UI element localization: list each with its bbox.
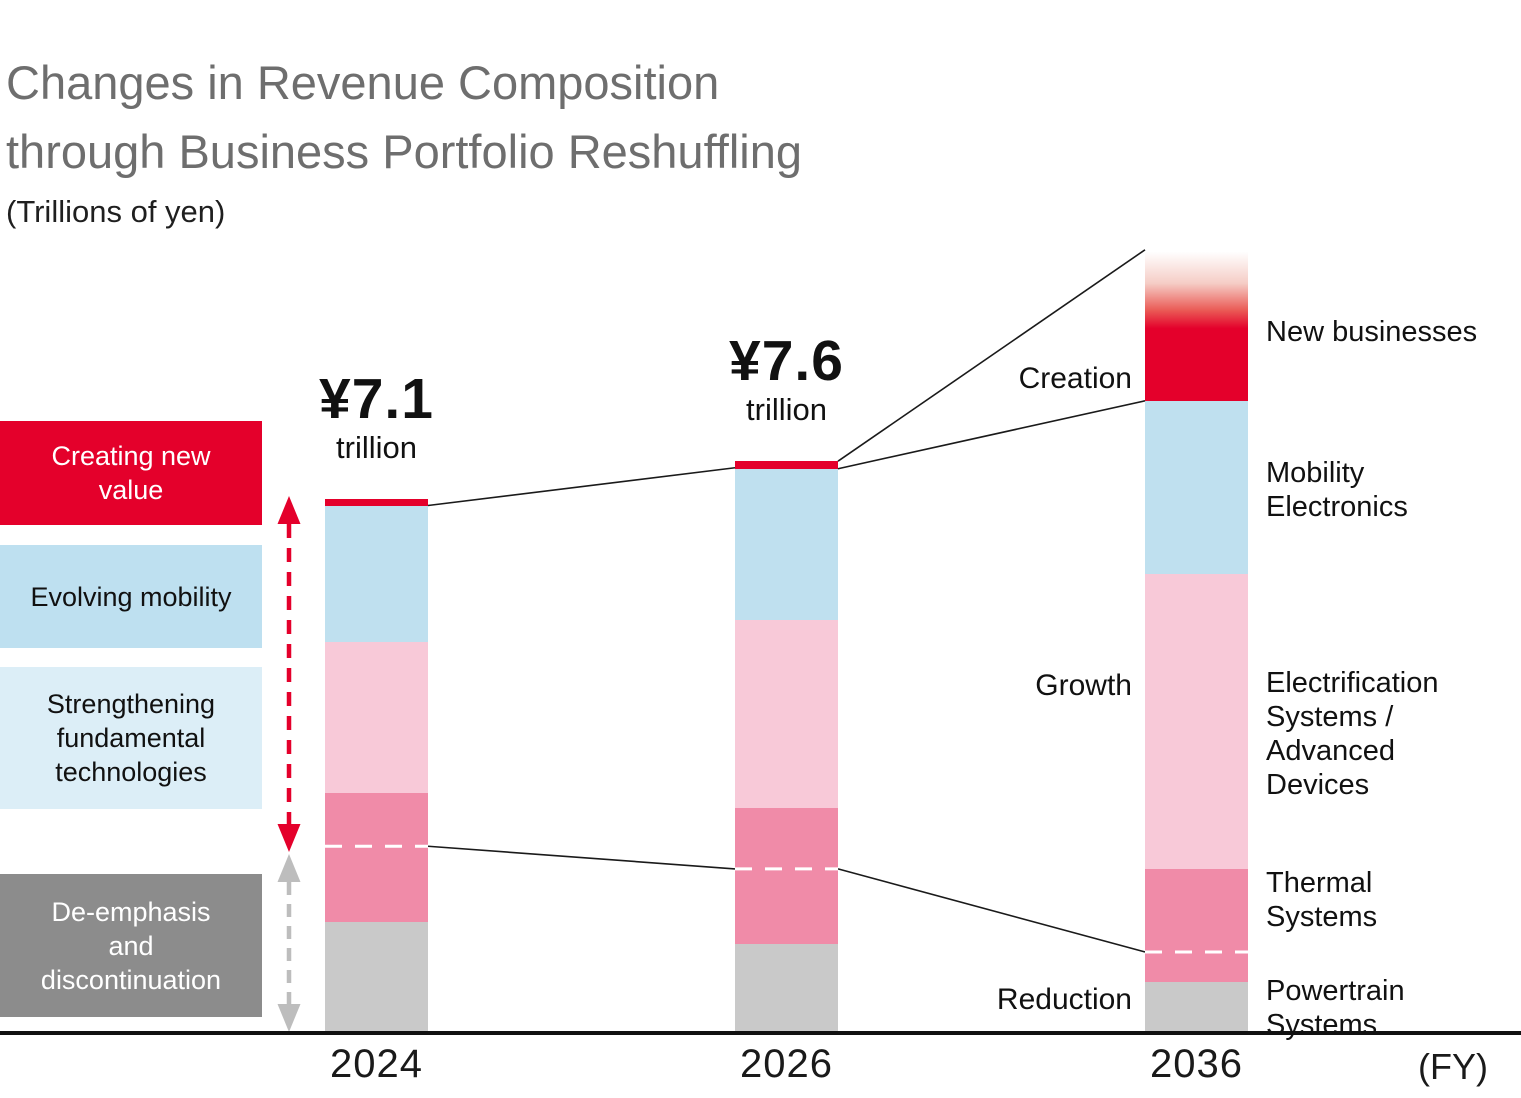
legend-creating-new-value: Creating new value [0,421,262,525]
x-axis-label-2026: 2026 [740,1042,833,1086]
total-label-2026: ¥7.6 trillion [667,330,907,428]
segment-label-mobility-electronics: Mobility Electronics [1266,457,1408,523]
x-axis-label-2024: 2024 [330,1042,423,1086]
segment-thermal-systems [735,808,838,945]
total-unit: trillion [336,429,417,465]
segment-electrification-systems-advanced-devices [1145,574,1248,869]
growth-label: Growth [1035,669,1132,702]
legend-label: Strengthening fundamental technologies [46,689,216,787]
de-emphasis-range-arrow-icon [277,854,301,1032]
total-value: ¥7.1 [319,366,434,431]
x-axis-unit-label: (FY) [1418,1046,1488,1087]
segment-powertrain-systems [735,944,838,1035]
keep-grow-range-arrow-icon [277,496,301,852]
title-line-2: through Business Portfolio Reshuffling [6,125,802,178]
creation-label: Creation [1018,362,1132,395]
legend-label: Evolving mobility [30,581,232,612]
segment-thermal-systems [325,793,428,922]
total-label-2024: ¥7.1 trillion [257,368,497,466]
legend-label: De-emphasis and discontinuation [40,896,222,995]
segment-new-businesses [325,498,428,507]
segment-electrification-systems-advanced-devices [735,619,838,809]
reduction-label: Reduction [996,983,1132,1016]
segment-thermal-systems [1145,868,1248,983]
segment-new-businesses [735,461,838,469]
title-line-1: Changes in Revenue Composition [6,56,720,109]
page-title: Changes in Revenue Composition through B… [6,48,802,186]
legend-de-emphasis-and-discontinuation: De-emphasis and discontinuation [0,874,262,1017]
x-axis-label-2036: 2036 [1150,1042,1243,1086]
segment-label-thermal-systems: Thermal Systems [1266,867,1378,933]
x-axis-line [0,1031,1521,1035]
connector-top-2024-2026 [427,466,736,507]
connector-boundary-2024-2026 [427,845,736,870]
total-unit: trillion [746,392,827,428]
segment-label-powertrain-systems: Powertrain Systems [1266,975,1405,1041]
bar-2036 [1145,249,1248,1035]
segment-powertrain-systems [325,921,428,1035]
unit-note: (Trillions of yen) [6,194,226,229]
segment-mobility-electronics [1145,400,1248,575]
segment-label-electrification-systems-advanced-devices: Electrification Systems / Advanced Devic… [1266,667,1439,801]
bar-2026 [735,461,838,1035]
legend-label: Creating new value [51,441,211,505]
legend-evolving-mobility: Evolving mobility [0,545,262,648]
segment-label-new-businesses: New businesses [1266,316,1478,348]
segment-mobility-electronics [325,506,428,643]
segment-new-businesses [1145,249,1248,401]
segment-electrification-systems-advanced-devices [325,642,428,794]
segment-powertrain-systems [1145,982,1248,1035]
connector-boundary-2026-2036 [837,868,1146,953]
bar-2024 [325,498,428,1035]
legend-strengthening-fundamental-technologies: Strengthening fundamental technologies [0,667,262,809]
segment-mobility-electronics [735,468,838,620]
total-value: ¥7.6 [729,329,844,394]
